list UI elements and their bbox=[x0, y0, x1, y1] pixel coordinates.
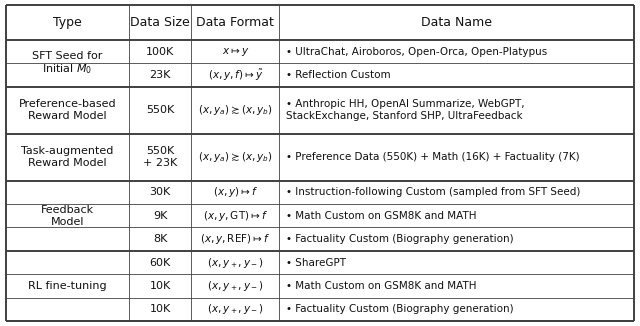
Text: 100K: 100K bbox=[146, 47, 174, 57]
Text: 550K
+ 23K: 550K + 23K bbox=[143, 146, 177, 168]
Text: $x \mapsto y$: $x \mapsto y$ bbox=[221, 46, 249, 58]
Text: $(x,y) \mapsto f$: $(x,y) \mapsto f$ bbox=[212, 185, 258, 199]
Text: 60K: 60K bbox=[149, 258, 171, 268]
Text: $(x, y_+, y_-)$: $(x, y_+, y_-)$ bbox=[207, 303, 264, 317]
Text: • Factuality Custom (Biography generation): • Factuality Custom (Biography generatio… bbox=[285, 304, 513, 314]
Text: Data Size: Data Size bbox=[130, 16, 190, 29]
Text: • Anthropic HH, OpenAI Summarize, WebGPT,
StackExchange, Stanford SHP, UltraFeed: • Anthropic HH, OpenAI Summarize, WebGPT… bbox=[285, 99, 524, 121]
Text: • Math Custom on GSM8K and MATH: • Math Custom on GSM8K and MATH bbox=[285, 281, 476, 291]
Text: RL fine-tuning: RL fine-tuning bbox=[28, 281, 107, 291]
Text: $(x,y,\mathrm{REF}) \mapsto f$: $(x,y,\mathrm{REF}) \mapsto f$ bbox=[200, 232, 271, 246]
Text: SFT Seed for
Initial $M_0$: SFT Seed for Initial $M_0$ bbox=[33, 51, 103, 76]
Text: 30K: 30K bbox=[149, 187, 171, 197]
Text: 10K: 10K bbox=[149, 281, 171, 291]
Text: 23K: 23K bbox=[149, 70, 171, 80]
Text: Feedback
Model: Feedback Model bbox=[41, 205, 94, 227]
Text: • Instruction-following Custom (sampled from SFT Seed): • Instruction-following Custom (sampled … bbox=[285, 187, 580, 197]
Text: • Reflection Custom: • Reflection Custom bbox=[285, 70, 390, 80]
Text: Preference-based
Reward Model: Preference-based Reward Model bbox=[19, 99, 116, 121]
Text: $(x,y_a) \succsim (x,y_b)$: $(x,y_a) \succsim (x,y_b)$ bbox=[198, 103, 273, 117]
Text: 10K: 10K bbox=[149, 304, 171, 314]
Text: $(x,y,\mathrm{GT}) \mapsto f$: $(x,y,\mathrm{GT}) \mapsto f$ bbox=[203, 209, 268, 223]
Text: 9K: 9K bbox=[153, 211, 167, 221]
Text: $(x,y_a) \succsim (x,y_b)$: $(x,y_a) \succsim (x,y_b)$ bbox=[198, 150, 273, 164]
Text: $(x, y_+, y_-)$: $(x, y_+, y_-)$ bbox=[207, 279, 264, 293]
Text: Data Name: Data Name bbox=[421, 16, 492, 29]
Text: 550K: 550K bbox=[146, 105, 174, 115]
Text: 8K: 8K bbox=[153, 234, 167, 244]
Text: • UltraChat, Airoboros, Open-Orca, Open-Platypus: • UltraChat, Airoboros, Open-Orca, Open-… bbox=[285, 47, 547, 57]
Text: $(x, y_+, y_-)$: $(x, y_+, y_-)$ bbox=[207, 256, 264, 270]
Text: • Preference Data (550K) + Math (16K) + Factuality (7K): • Preference Data (550K) + Math (16K) + … bbox=[285, 152, 579, 162]
Text: Data Format: Data Format bbox=[196, 16, 275, 29]
Text: • Factuality Custom (Biography generation): • Factuality Custom (Biography generatio… bbox=[285, 234, 513, 244]
Text: Task-augmented
Reward Model: Task-augmented Reward Model bbox=[21, 146, 114, 168]
Text: • Math Custom on GSM8K and MATH: • Math Custom on GSM8K and MATH bbox=[285, 211, 476, 221]
Text: • ShareGPT: • ShareGPT bbox=[285, 258, 346, 268]
Text: $(x,y,f) \mapsto \tilde{y}$: $(x,y,f) \mapsto \tilde{y}$ bbox=[207, 67, 263, 83]
Text: Type: Type bbox=[53, 16, 82, 29]
